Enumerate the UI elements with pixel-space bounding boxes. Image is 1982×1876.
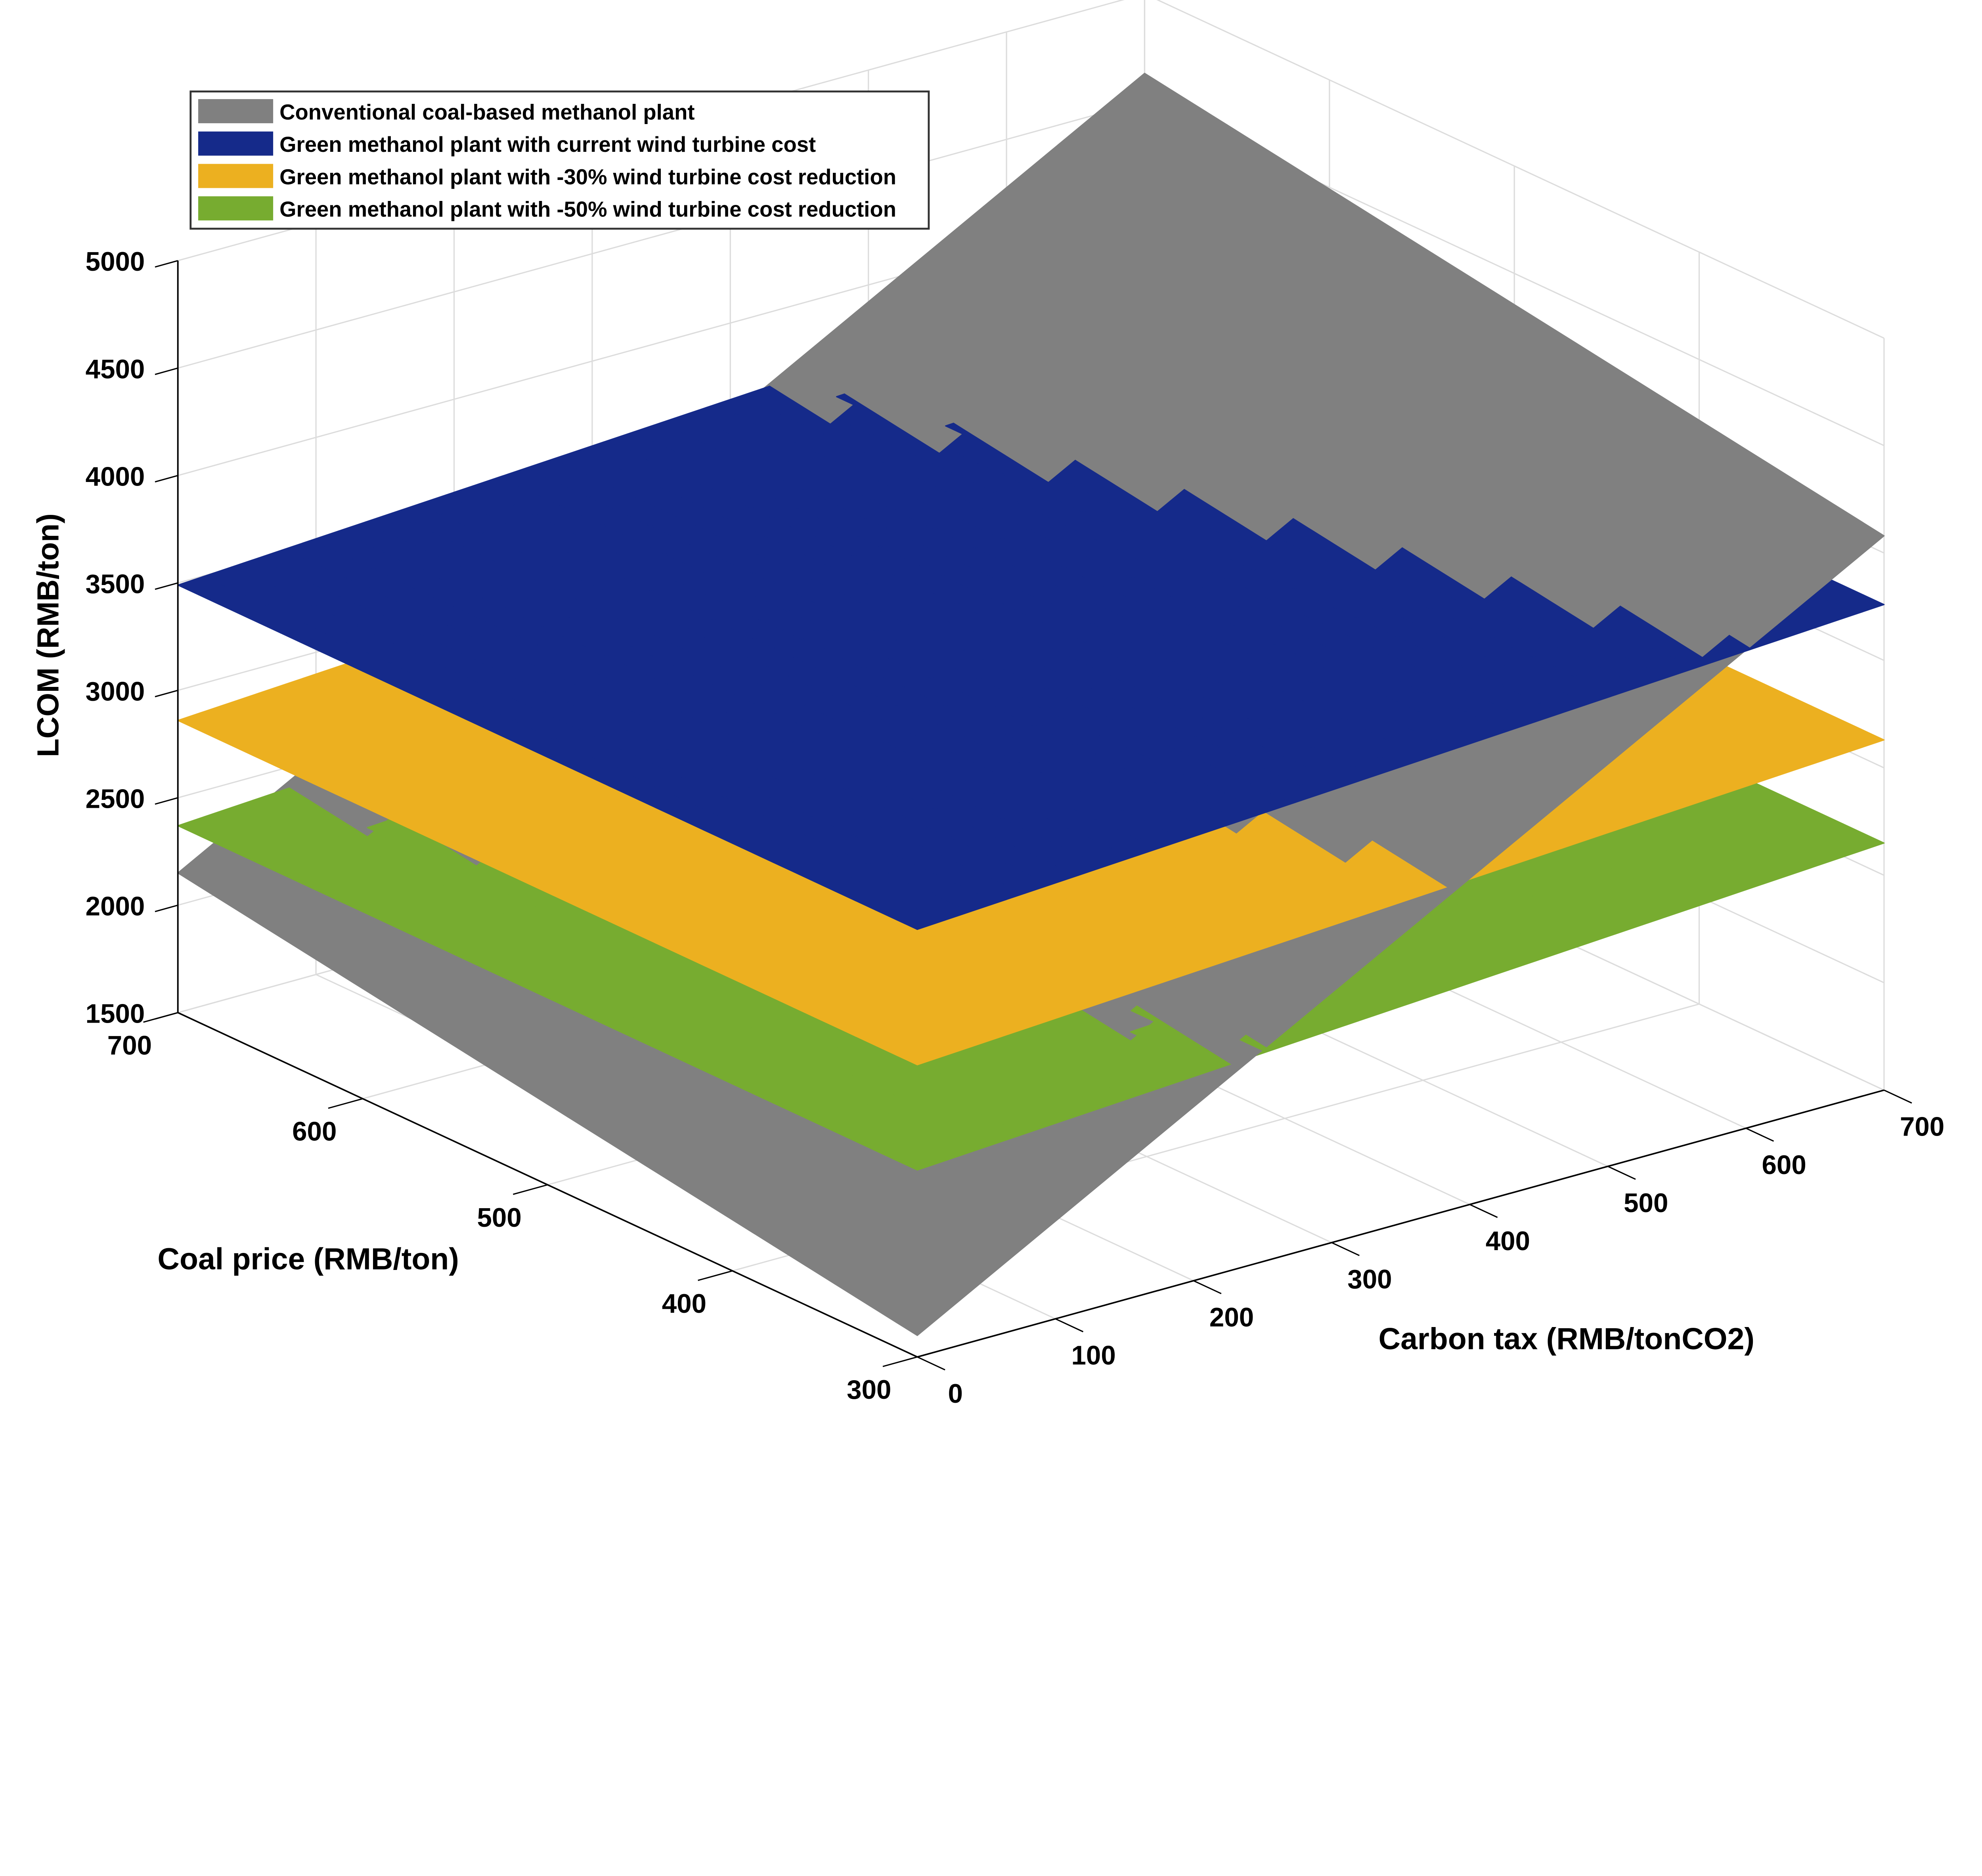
surface-green-30-patch: [1836, 730, 1885, 750]
surface-chart: 1500200025003000350040004500500030040050…: [31, 0, 1944, 1409]
grid-line: [1156, 0, 1884, 339]
surface-green-50-patch: [1836, 833, 1885, 853]
grid-line: [178, 100, 1145, 369]
surfaces: [177, 73, 1885, 1336]
